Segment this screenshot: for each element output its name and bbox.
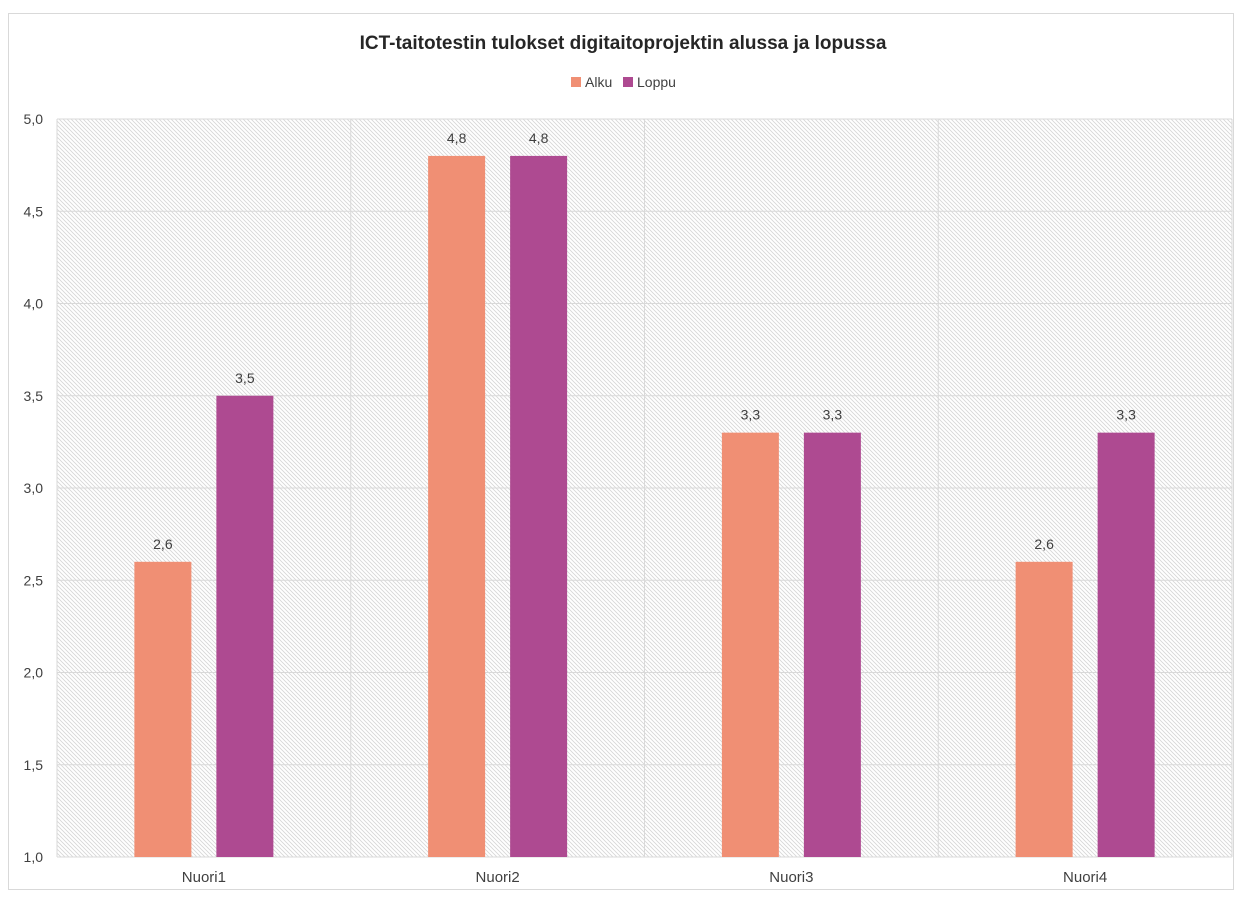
- y-tick-label: 2,0: [24, 665, 44, 681]
- legend-label-loppu: Loppu: [637, 74, 676, 90]
- legend-swatch-loppu: [623, 77, 633, 87]
- data-label-loppu-nuori3: 3,3: [823, 407, 843, 423]
- y-tick-label: 1,0: [24, 849, 44, 865]
- legend: Alku Loppu: [571, 74, 676, 90]
- data-label-alku-nuori2: 4,8: [447, 130, 467, 146]
- bar-loppu-nuori2: [510, 155, 568, 857]
- y-tick-label: 3,5: [24, 388, 44, 404]
- data-label-alku-nuori1: 2,6: [153, 536, 173, 552]
- legend-item-alku: Alku: [571, 74, 612, 90]
- bar-alku-nuori4: [1015, 561, 1073, 857]
- bar-loppu-nuori4: [1097, 432, 1155, 857]
- legend-item-loppu: Loppu: [623, 74, 676, 90]
- y-axis-ticks: 1,0 1,5 2,0 2,5 3,0 3,5 4,0 4,5 5,0: [24, 111, 44, 865]
- data-label-loppu-nuori4: 3,3: [1116, 407, 1136, 423]
- y-tick-label: 4,5: [24, 203, 44, 219]
- bar-alku-nuori1: [134, 561, 192, 857]
- y-tick-label: 3,0: [24, 480, 44, 496]
- x-category-label: Nuori2: [476, 869, 520, 886]
- x-category-label: Nuori3: [769, 869, 813, 886]
- data-label-loppu-nuori1: 3,5: [235, 370, 255, 386]
- bars: [134, 155, 1155, 857]
- x-category-label: Nuori4: [1063, 869, 1107, 886]
- legend-swatch-alku: [571, 77, 581, 87]
- x-category-label: Nuori1: [182, 869, 226, 886]
- bar-alku-nuori3: [721, 432, 779, 857]
- bar-alku-nuori2: [428, 155, 486, 857]
- y-tick-label: 1,5: [24, 757, 44, 773]
- y-tick-label: 2,5: [24, 572, 44, 588]
- legend-label-alku: Alku: [585, 74, 612, 90]
- data-label-loppu-nuori2: 4,8: [529, 130, 549, 146]
- bar-loppu-nuori3: [803, 432, 861, 857]
- value-labels: 2,6 3,5 4,8 4,8 3,3 3,3 2,6 3,3: [153, 130, 1136, 552]
- chart-title: ICT-taitotestin tulokset digitaitoprojek…: [360, 33, 887, 54]
- bar-loppu-nuori1: [216, 395, 274, 857]
- data-label-alku-nuori3: 3,3: [741, 407, 761, 423]
- data-label-alku-nuori4: 2,6: [1034, 536, 1054, 552]
- y-tick-label: 5,0: [24, 111, 44, 127]
- x-axis-categories: Nuori1 Nuori2 Nuori3 Nuori4: [182, 869, 1107, 886]
- y-tick-label: 4,0: [24, 296, 44, 312]
